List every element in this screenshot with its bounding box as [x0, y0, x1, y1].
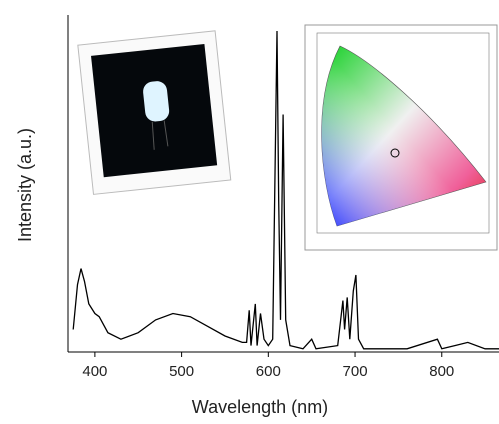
x-tick-label: 700 — [343, 363, 368, 380]
led-photo — [77, 30, 232, 195]
x-tick-label: 500 — [169, 363, 194, 380]
x-tick-label: 800 — [429, 363, 454, 380]
y-axis-label: Intensity (a.u.) — [15, 128, 35, 242]
x-axis-label: Wavelength (nm) — [192, 397, 328, 417]
cie-diagram — [304, 24, 498, 251]
x-tick-label: 400 — [82, 363, 107, 380]
spectrum-line — [72, 30, 499, 350]
x-tick-label: 600 — [256, 363, 281, 380]
